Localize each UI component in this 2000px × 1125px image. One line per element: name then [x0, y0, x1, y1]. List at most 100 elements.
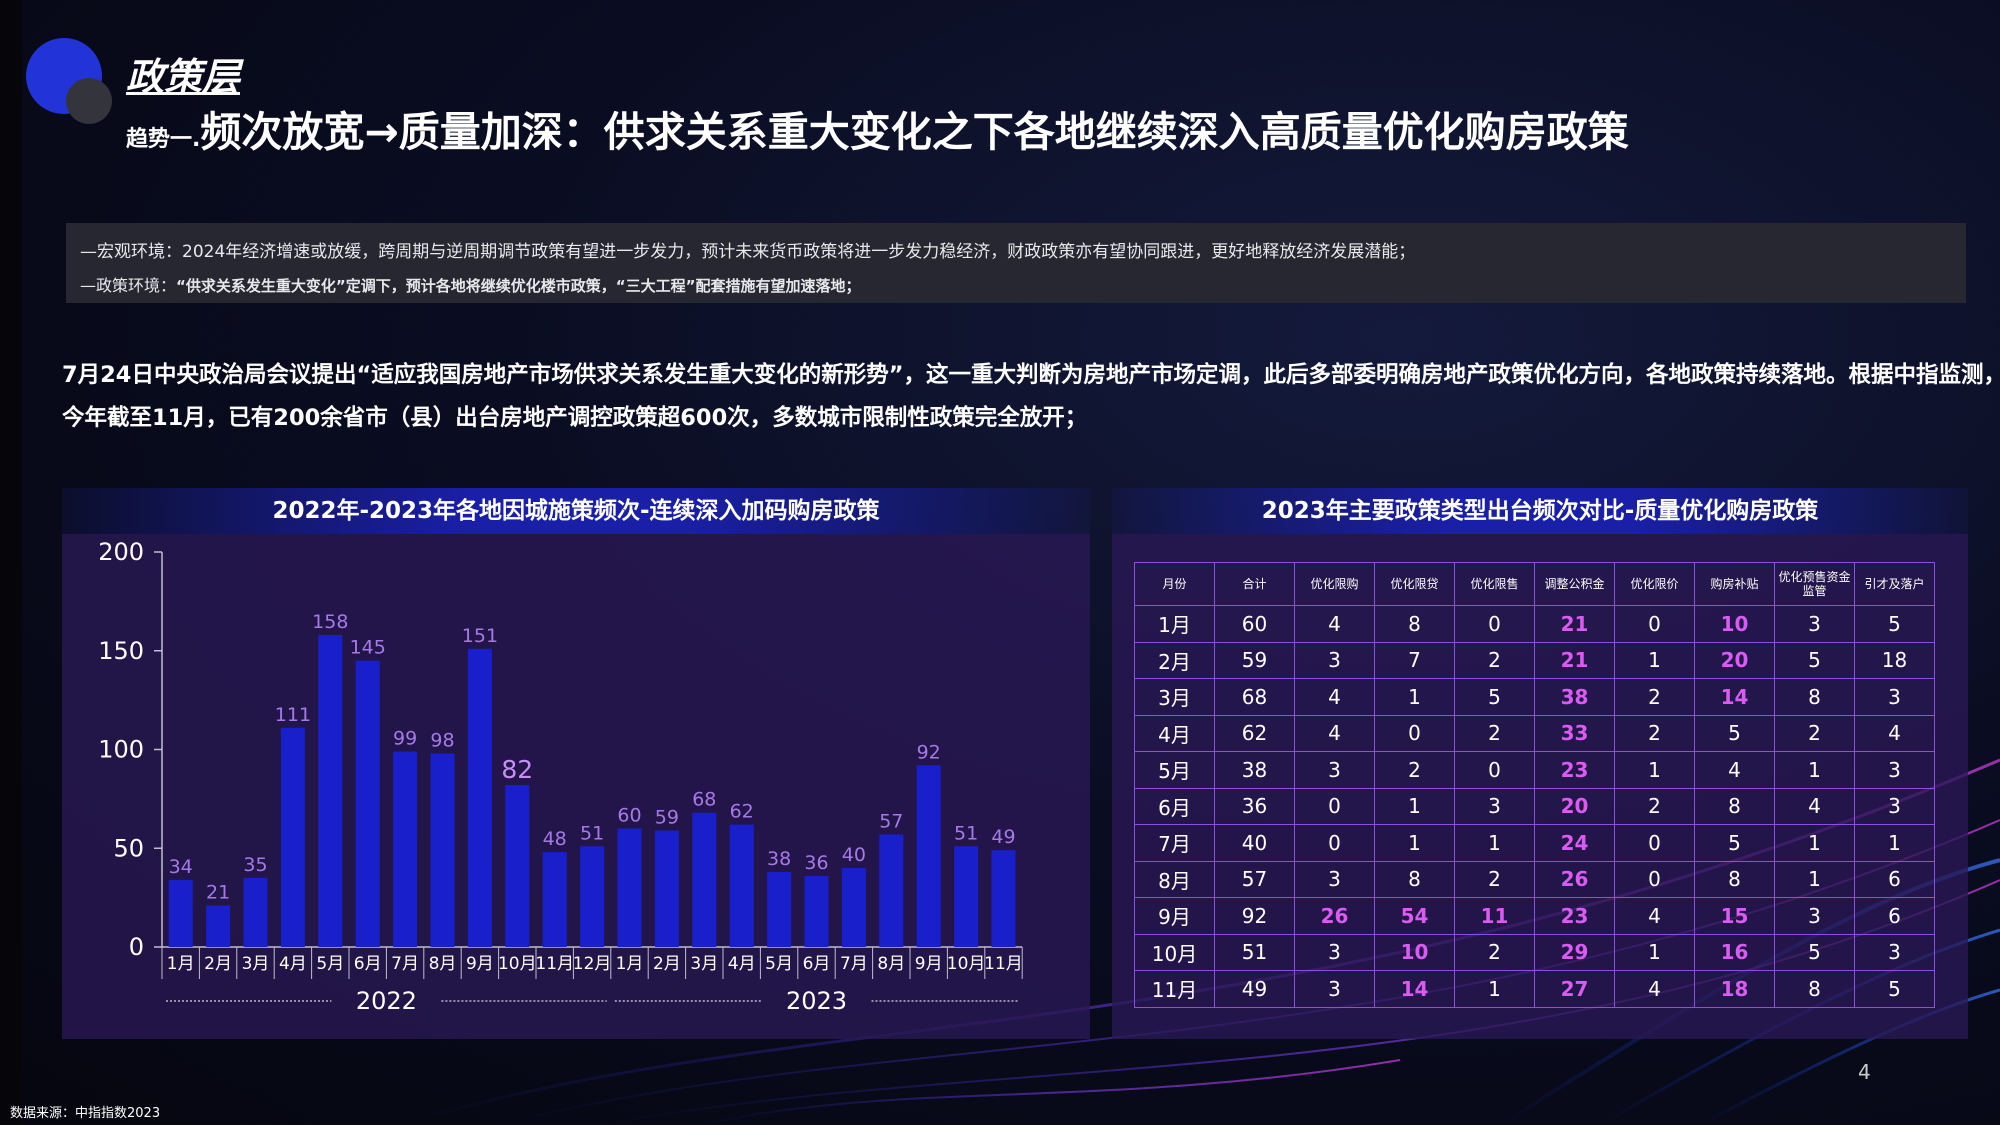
x-tick-label: 1月 [167, 954, 195, 974]
table-cell: 11 [1454, 897, 1535, 935]
table-cell: 3 [1854, 751, 1935, 789]
table-cell: 1 [1614, 751, 1695, 789]
bar-value-label: 82 [501, 755, 533, 784]
y-tick-label: 0 [129, 933, 144, 961]
x-tick-label: 3月 [242, 954, 270, 974]
table-cell: 26 [1534, 860, 1615, 898]
table-cell: 3 [1294, 860, 1375, 898]
x-tick-label: 11月 [535, 954, 574, 974]
bar-value-label: 35 [243, 854, 267, 876]
table-cell: 2 [1454, 641, 1535, 679]
table-cell: 26 [1294, 897, 1375, 935]
x-tick-label: 4月 [728, 954, 756, 974]
macro-environment-line: —宏观环境：2024年经济增速或放缓，跨周期与逆周期调节政策有望进一步发力，预计… [80, 242, 1416, 262]
table-cell: 20 [1694, 641, 1775, 679]
table-cell: 4 [1774, 787, 1855, 825]
bar-value-label: 38 [767, 848, 791, 870]
y-tick-label: 50 [113, 834, 144, 862]
table-cell: 1 [1454, 970, 1535, 1008]
x-tick-label: 7月 [840, 954, 868, 974]
table-cell: 4 [1614, 970, 1695, 1008]
data-source: 数据来源：中指指数2023 [10, 1106, 161, 1121]
table-cell: 0 [1614, 860, 1695, 898]
table-cell: 0 [1454, 605, 1535, 643]
table-section-header: 2023年主要政策类型出台频次对比-质量优化购房政策 [1112, 488, 1968, 534]
table-cell: 0 [1454, 751, 1535, 789]
table-cell: 15 [1694, 897, 1775, 935]
x-tick-label: 10月 [947, 954, 986, 974]
table-cell: 4 [1854, 714, 1935, 752]
table-row: 9月 92 26 54 11 23 4 15 3 6 [1134, 897, 1935, 935]
bar [467, 648, 492, 947]
bar [654, 830, 679, 947]
bar [393, 751, 418, 947]
table-cell: 3 [1294, 970, 1375, 1008]
table-cell: 6 [1854, 897, 1935, 935]
table-cell: 0 [1294, 787, 1375, 825]
bar [804, 875, 829, 947]
table-cell: 27 [1534, 970, 1615, 1008]
bar [954, 846, 979, 947]
x-tick-label: 3月 [690, 954, 718, 974]
table-cell: 21 [1534, 641, 1615, 679]
x-tick-label: 9月 [915, 954, 943, 974]
month-cell: 5月 [1134, 751, 1215, 789]
table-header-row: 月份 合计 优化限购 优化限贷 优化限售 调整公积金 优化限价 购房补贴 优化预售资金监管 引才及… [1134, 562, 1935, 606]
bar [355, 660, 380, 947]
page-title: 趋势一.频次放宽→质量加深：供求关系重大变化之下各地继续深入高质量优化购房政策 [126, 98, 1629, 158]
column-header: 优化预售资金监管 [1774, 562, 1855, 606]
table-cell: 1 [1854, 824, 1935, 862]
x-tick-label: 4月 [279, 954, 307, 974]
bar-value-label: 145 [350, 637, 386, 659]
table-row: 5月 38 3 2 0 23 1 4 1 3 [1134, 751, 1935, 789]
table-cell: 2 [1614, 787, 1695, 825]
x-tick-label: 5月 [765, 954, 793, 974]
summary-paragraph-line-1: 7月24日中央政治局会议提出“适应我国房地产市场供求关系发生重大变化的新形势”，… [62, 362, 2000, 388]
bar-value-label: 158 [312, 611, 348, 633]
bar [879, 834, 904, 947]
column-header: 购房补贴 [1694, 562, 1775, 606]
table-cell: 2 [1454, 714, 1535, 752]
table-cell: 8 [1774, 970, 1855, 1008]
y-tick-label: 150 [98, 637, 144, 665]
title-text: 频次放宽→质量加深：供求关系重大变化之下各地继续深入高质量优化购房政策 [200, 108, 1629, 156]
table-row: 6月 36 0 1 3 20 2 8 4 3 [1134, 787, 1935, 825]
bar-value-label: 99 [393, 727, 417, 749]
bar [580, 846, 605, 947]
table-cell: 8 [1694, 787, 1775, 825]
bar [505, 785, 530, 947]
x-tick-label: 12月 [573, 954, 612, 974]
table-cell: 92 [1214, 897, 1295, 935]
table-cell: 8 [1374, 860, 1455, 898]
table-cell: 1 [1454, 824, 1535, 862]
logo-dark-circle [66, 78, 112, 124]
bar [542, 852, 567, 947]
x-tick-label: 10月 [498, 954, 537, 974]
table-cell: 8 [1774, 678, 1855, 716]
left-edge-bar [0, 0, 22, 1125]
column-header: 引才及落户 [1854, 562, 1935, 606]
table-row: 2月 59 3 7 2 21 1 20 5 18 [1134, 641, 1935, 679]
column-header: 优化限价 [1614, 562, 1695, 606]
x-tick-label: 9月 [466, 954, 494, 974]
table-cell: 14 [1374, 970, 1455, 1008]
bar-value-label: 98 [430, 729, 454, 751]
table-row: 1月 60 4 8 0 21 0 10 3 5 [1134, 605, 1935, 643]
x-tick-label: 7月 [391, 954, 419, 974]
summary-paragraph-line-2: 今年截至11月，已有200余省市（县）出台房地产调控政策超600次，多数城市限制… [62, 405, 1088, 431]
x-tick-label: 2月 [653, 954, 681, 974]
table-cell: 36 [1214, 787, 1295, 825]
x-tick-label: 1月 [616, 954, 644, 974]
table-cell: 40 [1214, 824, 1295, 862]
table-cell: 18 [1854, 641, 1935, 679]
table-cell: 3 [1854, 933, 1935, 971]
table-cell: 2 [1454, 860, 1535, 898]
table-cell: 38 [1214, 751, 1295, 789]
bar-value-label: 49 [991, 826, 1015, 848]
table-row: 3月 68 4 1 5 38 2 14 8 3 [1134, 678, 1935, 716]
table-cell: 20 [1534, 787, 1615, 825]
table-cell: 1 [1374, 678, 1455, 716]
table-cell: 1 [1774, 860, 1855, 898]
table-cell: 0 [1294, 824, 1375, 862]
